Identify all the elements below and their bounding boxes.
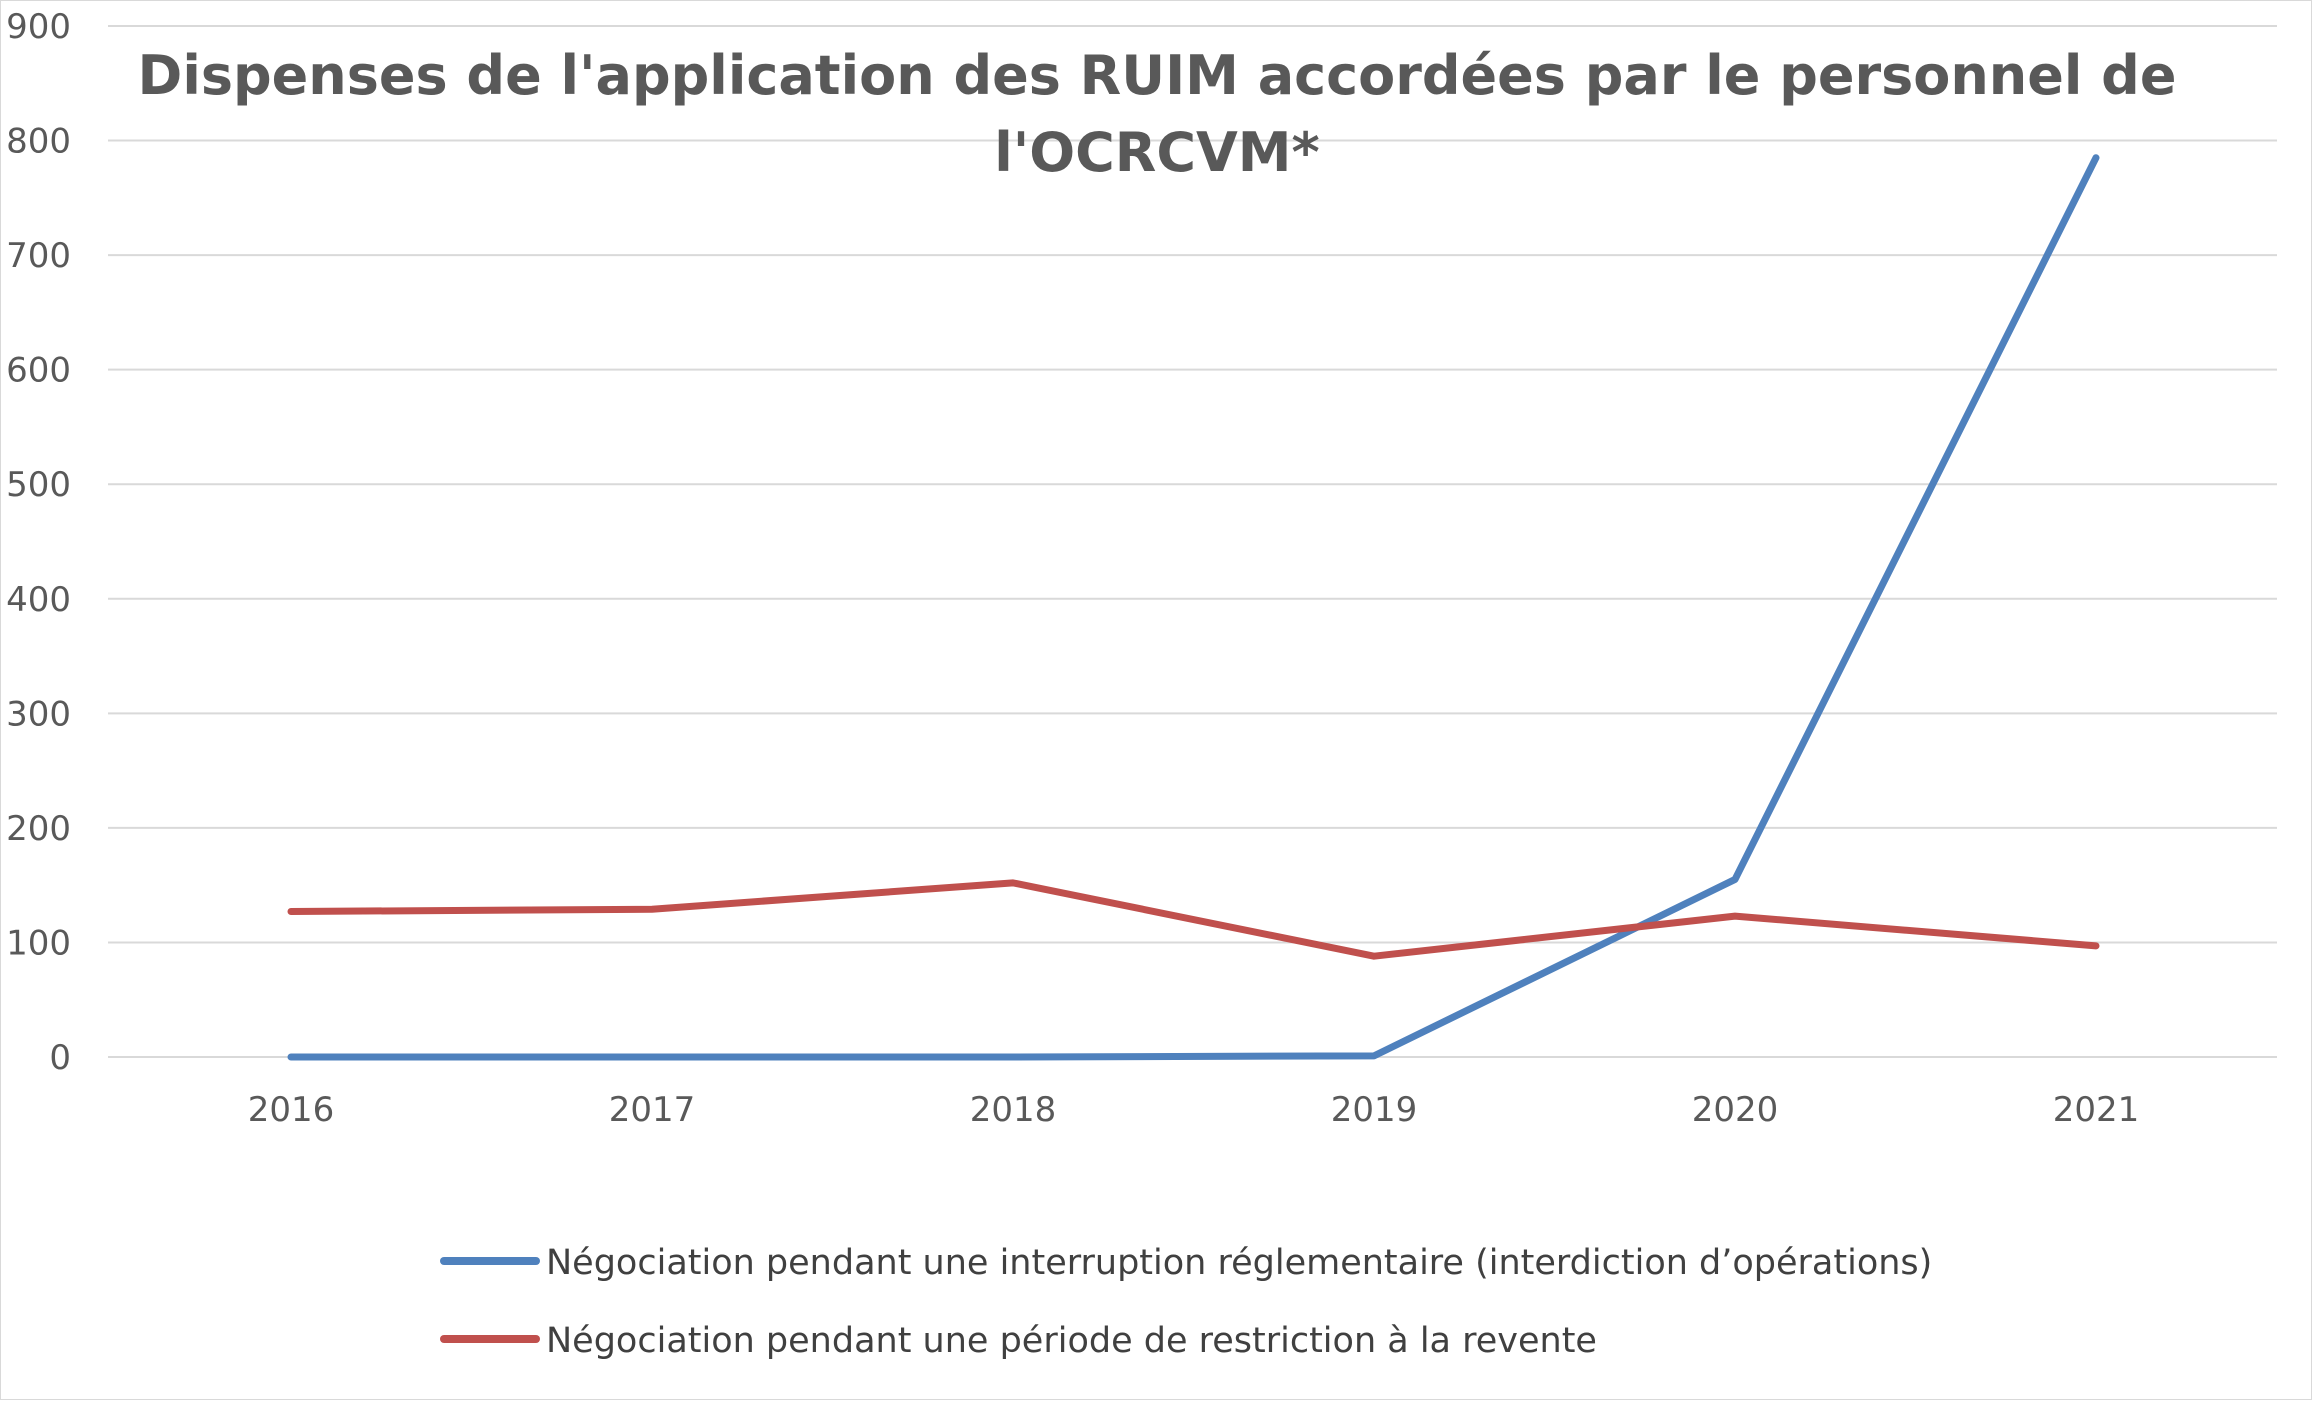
y-tick-label: 700 [6, 236, 71, 276]
series-line-2 [287, 879, 2100, 960]
y-tick-label: 0 [49, 1038, 71, 1078]
gridlines [108, 25, 2277, 1058]
y-tick-label: 600 [6, 351, 71, 391]
x-tick-label: 2018 [970, 1090, 1057, 1130]
legend: Négociation pendant une interruption rég… [440, 1243, 1932, 1361]
x-tick-label: 2019 [1331, 1090, 1418, 1130]
y-tick-label: 200 [6, 809, 71, 849]
chart-title-line-2: l'OCRCVM* [994, 121, 1320, 184]
chart-title-line-1: Dispenses de l'application des RUIM acco… [138, 44, 2177, 107]
x-tick-label: 2017 [609, 1090, 696, 1130]
y-tick-label: 300 [6, 694, 71, 734]
y-tick-label: 400 [6, 580, 71, 620]
y-tick-label: 900 [6, 7, 71, 47]
legend-label-1: Négociation pendant une interruption rég… [546, 1243, 1932, 1283]
y-axis-ticks: 0 100 200 300 400 500 600 700 800 900 [6, 7, 71, 1078]
x-tick-label: 2016 [248, 1090, 335, 1130]
series-line-1 [287, 154, 2100, 1061]
y-tick-label: 100 [6, 923, 71, 963]
y-tick-label: 500 [6, 465, 71, 505]
x-axis-ticks: 2016 2017 2018 2019 2020 2021 [248, 1090, 2140, 1130]
x-tick-label: 2020 [1692, 1090, 1779, 1130]
x-tick-label: 2021 [2053, 1090, 2140, 1130]
y-tick-label: 800 [6, 122, 71, 162]
legend-label-2: Négociation pendant une période de restr… [546, 1321, 1597, 1361]
series-lines [287, 154, 2100, 1061]
